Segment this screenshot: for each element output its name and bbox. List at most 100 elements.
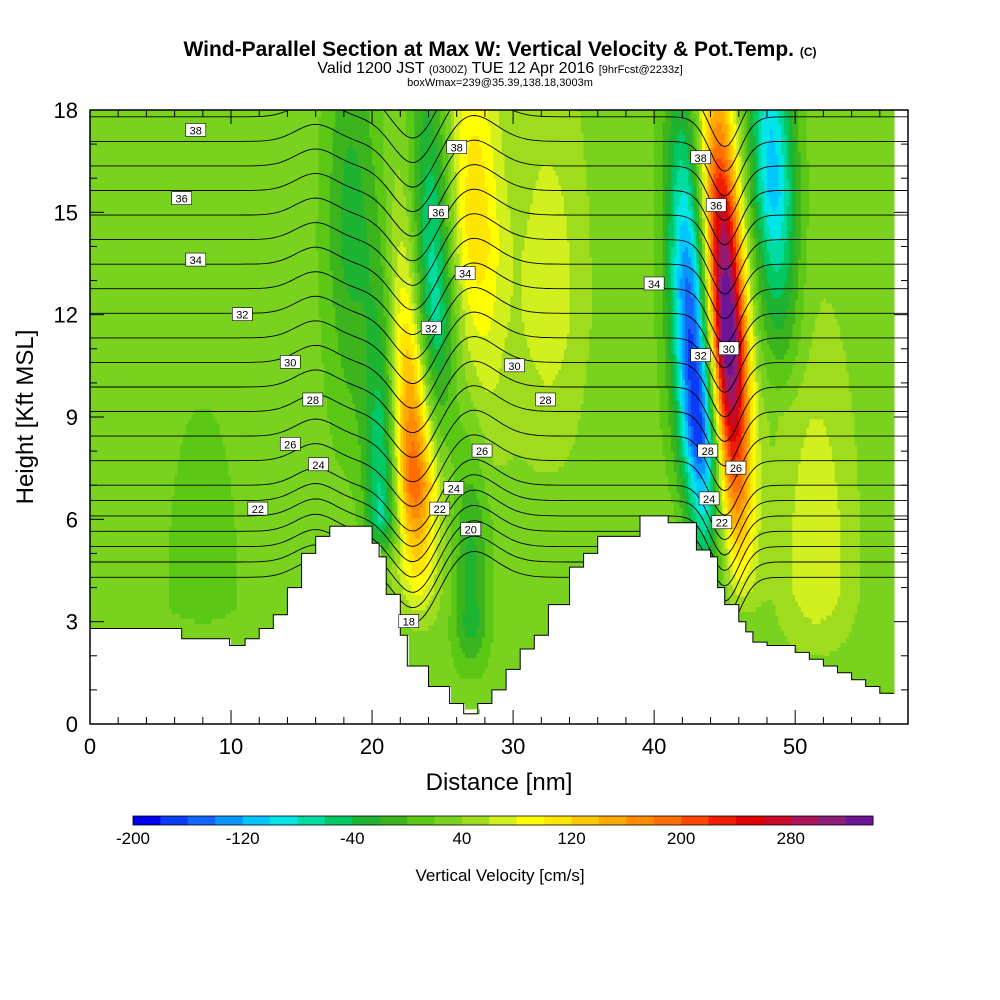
theta-contour [90, 311, 908, 393]
contour-label: 22 [434, 504, 446, 516]
contour-label-box [232, 307, 253, 321]
colorbar-swatch [489, 816, 518, 825]
colorbar-tick-label: 40 [452, 829, 471, 848]
y-axis-title: Height [Kft MSL] [12, 330, 39, 505]
colorbar-swatch [845, 816, 874, 825]
colorbar-swatch [598, 816, 627, 825]
contour-label: 36 [710, 201, 722, 213]
theta-contour [90, 213, 908, 295]
colorbar-tick-label: 120 [557, 829, 585, 848]
contour-label: 24 [448, 484, 460, 496]
contour-label: 36 [176, 194, 188, 206]
contour-label: 34 [648, 279, 660, 291]
contour-label-box [279, 355, 301, 369]
colorbar-swatch [352, 816, 381, 825]
colorbar: -200 -120 -40 40 120 200 280 [116, 815, 874, 848]
theta-contour [90, 286, 908, 369]
colorbar-swatch [544, 816, 572, 825]
contour-label-box [690, 348, 711, 362]
contour-label-box [711, 515, 733, 530]
contour-label-box [302, 392, 324, 407]
theta-contour [90, 489, 908, 571]
contour-label-box [279, 436, 301, 451]
contour-label: 38 [451, 143, 463, 155]
y-tick-label: 18 [54, 98, 78, 123]
contour-label: 26 [476, 446, 488, 458]
theta-contours [90, 110, 908, 633]
colorbar-swatch [461, 816, 490, 825]
contour-label-box [171, 191, 192, 205]
contour-label-box [454, 266, 476, 281]
contour-label-box [504, 358, 525, 373]
x-tick-label: 30 [501, 734, 525, 759]
contour-label: 22 [716, 518, 728, 530]
contour-label-box [471, 443, 493, 458]
contour-label-box [697, 443, 719, 458]
x-tick-label: 10 [219, 734, 243, 759]
vertical-velocity-field [90, 110, 895, 715]
box-info: boxWmax=239@35.39,138.18,3003m [0, 77, 1000, 89]
contour-label-box [428, 205, 449, 219]
contour-label-box [718, 341, 740, 356]
contour-label: 20 [465, 525, 477, 537]
contour-label-box [443, 481, 465, 495]
contour-label: 30 [508, 361, 520, 373]
y-tick-label: 12 [54, 303, 78, 328]
colorbar-swatch [516, 816, 545, 825]
colorbar-swatch [215, 816, 244, 825]
theta-contour [90, 336, 908, 418]
theta-contour [90, 139, 908, 221]
contour-label: 30 [284, 357, 296, 369]
colorbar-tick-label: 200 [667, 829, 695, 848]
colorbar-swatch [270, 816, 298, 825]
contour-label-box [705, 198, 727, 212]
theta-contour [90, 434, 908, 516]
theta-contour [90, 262, 908, 344]
x-tick-label: 0 [84, 734, 96, 759]
contour-label: 28 [539, 395, 551, 407]
contour-label: 18 [403, 617, 415, 629]
contour-label-box [643, 276, 665, 291]
colorbar-swatch [407, 816, 435, 825]
theta-contour [90, 385, 908, 467]
contour-label: 30 [723, 344, 735, 356]
colorbar-tick-label: -200 [116, 829, 150, 848]
contour-label: 28 [702, 446, 714, 458]
colorbar-swatch [379, 816, 408, 825]
theta-contour [90, 188, 908, 271]
contour-label-box [398, 614, 420, 628]
y-tick-label: 3 [66, 610, 78, 635]
contour-label: 24 [312, 460, 324, 472]
colorbar-swatch [571, 816, 600, 825]
contour-label-box [429, 501, 451, 516]
colorbar-tick-label: -40 [340, 829, 365, 848]
contour-label-box [535, 392, 556, 407]
colorbar-swatch [681, 816, 709, 825]
chart-subtitle: Valid 1200 JST (0300Z) TUE 12 Apr 2016 [… [0, 60, 1000, 78]
theta-contour-labels: 38 38 38 36 36 36 34 34 34 32 32 32 30 30 30 28 28 28 26 26… [171, 123, 747, 629]
colorbar-title: Vertical Velocity [cm/s] [415, 866, 584, 885]
colorbar-swatch [653, 816, 682, 825]
colorbar-tick-label: -120 [226, 829, 260, 848]
contour-label-box [308, 457, 329, 472]
colorbar-swatch [763, 816, 792, 825]
contour-label-box [698, 491, 720, 506]
colorbar-tick-label: 280 [777, 829, 805, 848]
contour-label: 26 [284, 439, 296, 451]
theta-contour [90, 535, 908, 617]
contour-label: 36 [432, 207, 444, 219]
colorbar-swatch [242, 816, 271, 825]
contour-label-box [185, 123, 207, 137]
colorbar-swatch [187, 816, 216, 825]
colorbar-swatch [818, 816, 846, 825]
colorbar-frame [132, 815, 874, 826]
contour-label-box [725, 460, 747, 475]
x-tick-label: 20 [360, 734, 384, 759]
colorbar-swatch [297, 816, 326, 825]
contour-label-box [421, 321, 442, 335]
theta-contour [90, 520, 908, 602]
contour-label-box [247, 501, 269, 516]
colorbar-swatch [626, 816, 655, 825]
contour-label: 32 [236, 310, 248, 322]
